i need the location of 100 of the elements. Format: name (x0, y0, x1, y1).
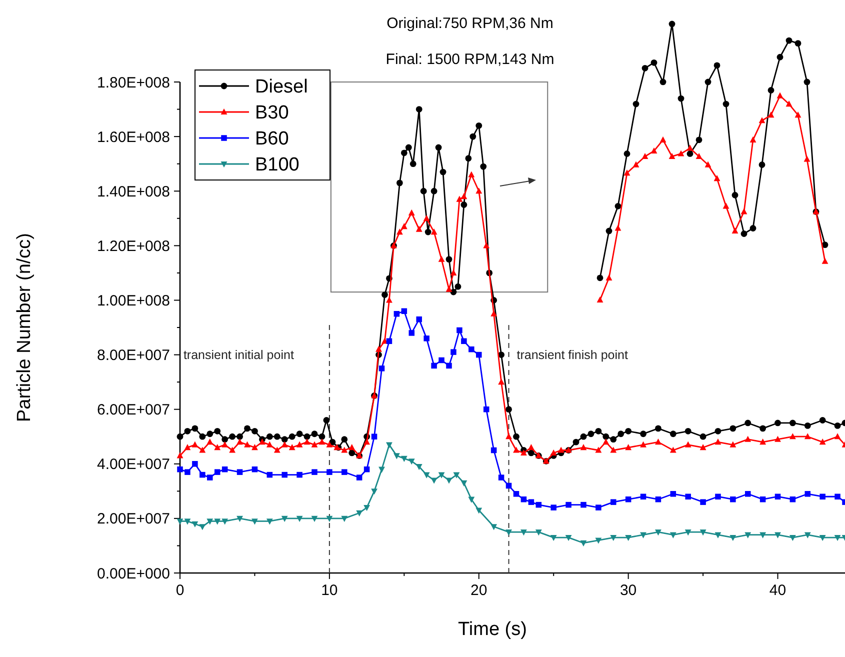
point (206, 518, 214, 525)
point (614, 202, 622, 210)
point (476, 508, 482, 514)
point (296, 516, 303, 522)
point (423, 472, 430, 478)
point (446, 478, 452, 484)
point (722, 100, 730, 108)
point (744, 532, 752, 538)
point (670, 532, 676, 538)
x-tick-label: 10 (321, 582, 338, 599)
point (804, 156, 810, 162)
point (416, 464, 422, 470)
y-tick-label: 1.80E+008 (97, 74, 170, 92)
point (750, 136, 756, 142)
point (668, 20, 676, 28)
point (776, 92, 784, 98)
point (453, 472, 460, 478)
point (686, 150, 694, 157)
point (311, 516, 318, 522)
point (740, 208, 748, 214)
point (732, 227, 738, 234)
point (199, 524, 206, 530)
point (176, 518, 184, 525)
point (730, 534, 736, 542)
point (468, 496, 475, 503)
point (606, 228, 612, 234)
point (686, 144, 694, 151)
point (550, 534, 557, 542)
point (400, 456, 408, 462)
legend-label: B60 (255, 128, 289, 150)
y-tick-label: 1.20E+008 (97, 238, 170, 255)
point (595, 538, 602, 544)
point (624, 150, 630, 157)
point (386, 442, 392, 448)
ref-line-label: transient initial point (183, 348, 294, 362)
point (565, 534, 572, 542)
x-axis-title: Time (s) (458, 619, 527, 640)
y-tick-label: 0.00E+000 (97, 565, 170, 582)
point (774, 532, 781, 538)
point (758, 117, 766, 124)
point (786, 37, 792, 44)
point (430, 478, 438, 484)
point (834, 534, 841, 542)
point (740, 230, 748, 237)
chart-subtitle: Final: 1500 RPM,143 Nm (386, 51, 554, 68)
y-axis-title: Particle Number (n/cc) (14, 233, 35, 422)
point (184, 518, 191, 525)
point (326, 516, 333, 522)
point (660, 136, 666, 142)
y-tick-label: 1.40E+008 (97, 183, 170, 200)
point (655, 530, 662, 536)
point (714, 175, 720, 182)
ref-line-label: transient finish point (516, 348, 628, 362)
point (438, 472, 445, 478)
x-tick-label: 0 (176, 582, 184, 599)
point (760, 532, 766, 538)
point (804, 78, 810, 86)
point (750, 225, 756, 232)
point (794, 112, 802, 118)
point (341, 516, 348, 522)
point (490, 524, 498, 530)
y-tick-label: 6.00E+007 (97, 402, 170, 419)
point (281, 516, 288, 522)
point (822, 242, 828, 248)
point (758, 162, 766, 168)
chart-title: Original:750 RPM,36 Nm (386, 15, 554, 32)
point (520, 530, 527, 536)
point (222, 518, 228, 525)
point (650, 147, 658, 154)
legend-label: B30 (255, 102, 289, 124)
point (650, 59, 658, 66)
point (822, 258, 828, 264)
y-tick-label: 1.60E+008 (97, 128, 170, 146)
y-tick-label: 8.00E+007 (97, 347, 170, 364)
point (786, 100, 792, 107)
y-tick-label: 1.00E+008 (97, 292, 170, 310)
point (668, 152, 676, 160)
point (596, 274, 604, 282)
point (714, 532, 722, 538)
point (408, 458, 415, 465)
legend-label: Diesel (255, 76, 308, 98)
point (506, 530, 512, 536)
point (356, 510, 363, 517)
point (660, 78, 666, 86)
point (606, 274, 612, 280)
point (789, 534, 796, 542)
point (614, 224, 622, 231)
point (624, 170, 630, 176)
x-tick-label: 20 (470, 582, 488, 599)
point (678, 150, 684, 156)
point (192, 521, 198, 528)
point (371, 488, 378, 495)
point (642, 152, 648, 160)
point (632, 161, 640, 168)
point (722, 202, 730, 209)
point (732, 192, 738, 198)
point (678, 95, 684, 102)
y-tick-label: 2.00E+007 (97, 510, 170, 528)
point (640, 532, 646, 538)
point (776, 54, 784, 60)
